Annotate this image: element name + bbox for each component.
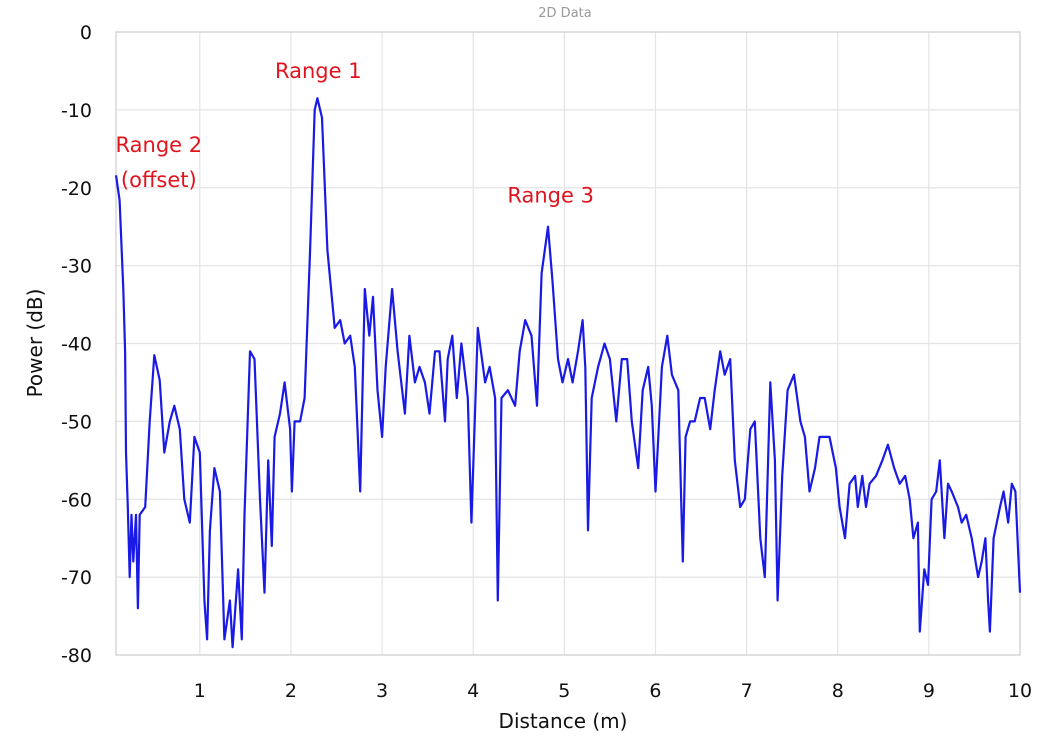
y-tick-label: -80 <box>61 645 92 667</box>
x-tick-label: 5 <box>558 680 570 702</box>
x-tick-label: 6 <box>649 680 661 702</box>
y-tick-label: -20 <box>61 178 92 200</box>
annotation-label: Range 2 <box>116 133 203 157</box>
annotation-label: Range 3 <box>507 184 594 208</box>
y-tick-label: -40 <box>61 334 92 356</box>
annotation-label: (offset) <box>121 168 197 192</box>
y-tick-label: -50 <box>61 411 92 433</box>
chart-title: 2D Data <box>538 6 591 21</box>
x-tick-label: 7 <box>741 680 753 702</box>
x-axis-ticks: 1 2 3 4 5 6 7 8 9 10 <box>194 680 1032 702</box>
x-tick-label: 8 <box>832 680 844 702</box>
y-tick-label: -10 <box>61 100 92 122</box>
x-tick-label: 9 <box>923 680 935 702</box>
annotation-label: Range 1 <box>275 59 362 83</box>
y-tick-label: -70 <box>61 567 92 589</box>
y-tick-label: -30 <box>61 256 92 278</box>
plot-frame <box>115 31 1021 656</box>
grid <box>116 31 1021 656</box>
y-axis-ticks: 0 -10 -20 -30 -40 -50 -60 -70 -80 <box>61 22 92 667</box>
y-tick-label: 0 <box>80 22 92 44</box>
series-line <box>114 97 1022 649</box>
x-tick-label: 4 <box>467 680 479 702</box>
y-axis-label: Power (dB) <box>23 289 47 398</box>
x-axis-label: Distance (m) <box>499 709 628 733</box>
x-tick-label: 3 <box>376 680 388 702</box>
annotations: Range 1 Range 2 (offset) Range 3 <box>116 59 594 208</box>
x-tick-label: 1 <box>194 680 206 702</box>
x-tick-label: 2 <box>285 680 297 702</box>
y-tick-label: -60 <box>61 489 92 511</box>
x-tick-label: 10 <box>1008 680 1032 702</box>
